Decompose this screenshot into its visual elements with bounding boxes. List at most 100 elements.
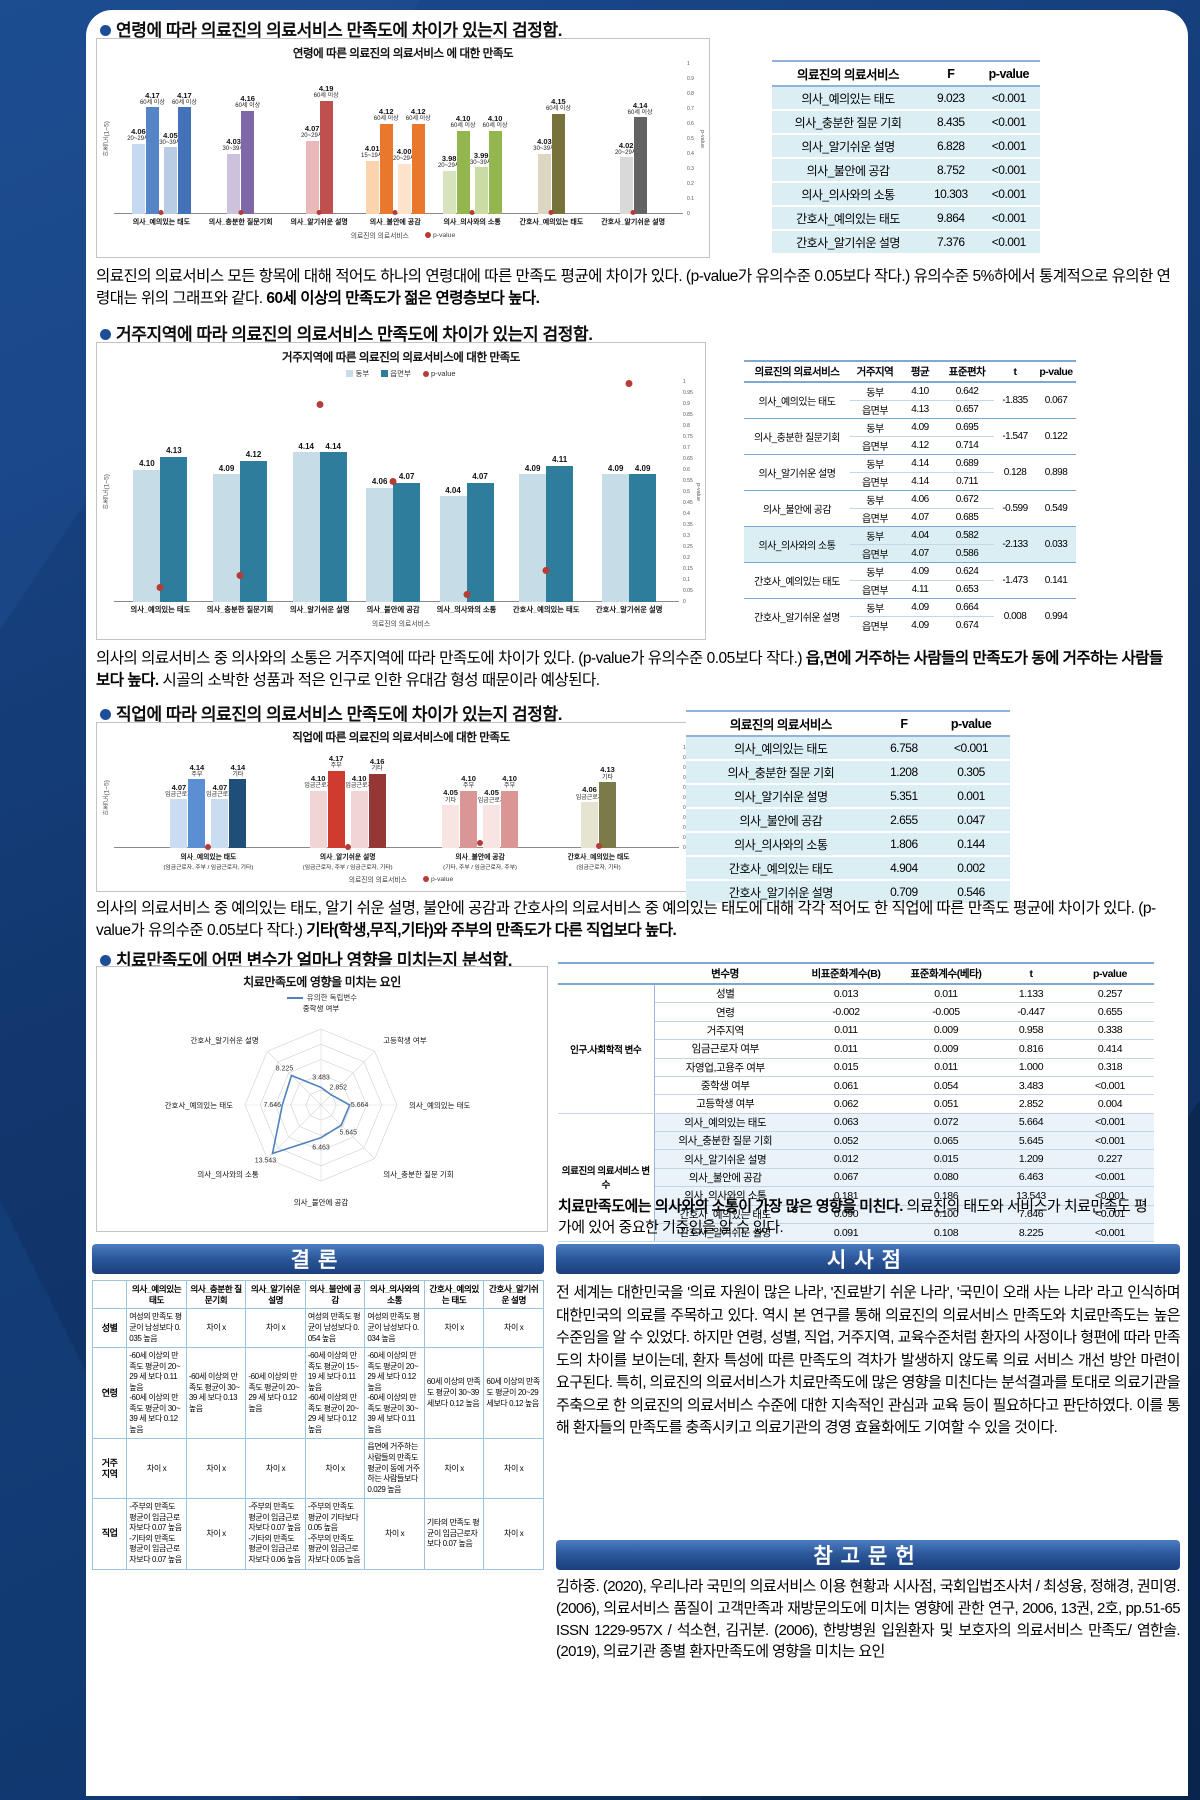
table-row: 의사_의사와의 소통 0.181 0.186 13.543 <0.001: [558, 1186, 1154, 1206]
table-row: 의사_알기쉬운 설명 동부 4.14 0.689 0.128 0.898: [744, 454, 1076, 491]
table-row: 읍면부 4.12 0.714: [744, 437, 1076, 455]
cell: 4.07: [911, 512, 929, 523]
conclusion-matrix: 의사_예의있는 태도 의사_충분한 질문기회 의사_알기쉬운 설명 의사_불안에 공감…: [92, 1280, 544, 1570]
bar-label: 4.10 60세 이상: [451, 114, 476, 130]
cell: 의사_의사와의 소통: [654, 1186, 796, 1206]
bar-value: 4.10: [502, 774, 517, 784]
bar-rect: [350, 790, 368, 848]
bar-group: 4.07 임금근로자 4.14 주부 4.07 임금근로자 4.14 기타 의사_예의있는 태도…: [163, 748, 253, 871]
bar-sublabel: 임금근로자: [304, 783, 332, 790]
bar-value: 4.11: [552, 454, 568, 464]
bar-group: 4.09 4.11 간호사_예의있는 태도: [513, 382, 580, 615]
y-axis-label: 만족도(1~5): [103, 780, 111, 816]
bar-label: 4.06 20~29세: [127, 127, 149, 143]
bar-group: 4.09 4.12 의사_충분한 질문기회: [207, 382, 274, 615]
section-title: 치료만족도에 어떤 변수가 얼마나 영향을 미치는지 분석함.: [116, 951, 513, 970]
bar-value: 4.07: [472, 472, 488, 482]
bar-sublabel: 30~39세: [533, 146, 556, 153]
cell: 의사_알기쉬운 설명: [744, 454, 850, 491]
bar-label: 4.01 15~19세: [361, 144, 384, 160]
bar-group: 4.06 4.07 의사_불안에 공감: [366, 382, 421, 615]
bar: 4.16 기타: [368, 748, 386, 848]
bar-value: 4.14: [189, 762, 205, 772]
bar-value: 4.17: [328, 754, 344, 764]
cell: 동부: [850, 418, 900, 437]
cell: 의사_충분한 질문기회: [744, 418, 850, 455]
cell: 5.645: [996, 1131, 1066, 1151]
radar-value-label: 7.646: [264, 1102, 282, 1109]
cell: 0.695: [940, 418, 994, 437]
bar-sublabel: 15~19세: [361, 153, 384, 160]
axis-tick: 0.3: [687, 166, 694, 172]
x-axis-line: [114, 847, 679, 848]
chart-body: 만족도(1~5) 4.10 4.13 의사_예의있는 태도 4.09 4.12 의사_충분한…: [101, 379, 702, 615]
bar-label: 4.09: [219, 464, 235, 474]
column-header: 표준화계수(베타): [896, 962, 996, 985]
bar-rect: [145, 107, 159, 214]
bar-sublabel: 30~39세: [159, 139, 182, 146]
cell: <0.001: [977, 181, 1040, 207]
table-row: 의사_예의있는 태도 9.023 <0.001: [772, 85, 1040, 111]
radar-value-label: 8.225: [276, 1066, 294, 1073]
table-row: 의사_충분한 질문 기회 1.208 0.305: [686, 759, 1010, 785]
section-header-factors: 치료만족도에 어떤 변수가 얼마나 영향을 미치는지 분석함.: [100, 946, 512, 971]
axis-tick: 0.5: [683, 489, 690, 495]
cell: 0.181: [796, 1186, 896, 1206]
cell: 간호사_예의있는 태도: [686, 855, 876, 881]
bar-rect: [163, 147, 177, 214]
bar-label: 4.12 60세 이상: [406, 107, 431, 123]
implications-banner: 시사점: [556, 1244, 1180, 1274]
y-axis-label: 만족도(1~5): [103, 121, 111, 157]
x-tick-sublabel: (임금근로자, 주부 / 임금근로자, 기타): [302, 865, 393, 871]
table-row: 의사_충분한 질문기회 동부 4.09 0.695 -1.547 0.122: [744, 418, 1076, 455]
cell: 6.758: [875, 735, 933, 761]
cell: 0.072: [896, 1113, 996, 1133]
bar: 4.12 60세 이상: [406, 64, 431, 214]
table-row: 간호사_예의있는 태도 0.090 0.100 7.646 <0.001: [558, 1205, 1154, 1224]
radar-spoke: [267, 1104, 322, 1159]
text-run: 읍,면에 거주하는 사람들의 만족도가 동에 거주하는 사람들보다 높다.: [96, 650, 1163, 689]
cell: 읍면에 거주하는 사람들의 만족도 평균이 동에 거주하는 사람들보다 0.02…: [364, 1438, 425, 1500]
cell: 간호사_예의있는 태도: [772, 205, 925, 231]
table-row: 의사_불안에 공감 8.752 <0.001: [772, 157, 1040, 183]
table-row: 인구.사회학적 변수 성별 0.013 0.011 1.133 0.257: [558, 984, 1154, 1114]
cell: 여성의 만족도 평균이 남성보다 0.054 높음: [304, 1308, 366, 1349]
x-tick-label: 의사_의사와의 소통: [436, 605, 497, 614]
cell: 0.582: [940, 526, 994, 545]
cell: 의사_의사와의 소통: [686, 831, 876, 857]
bar-sublabel: 60세 이상: [171, 99, 197, 106]
bar-value: 4.03: [537, 137, 552, 147]
bar: 4.14: [292, 382, 320, 602]
bar-sublabel: 임금근로자: [206, 791, 234, 798]
cell: 4.904: [875, 855, 933, 881]
legend-swatch: [422, 370, 429, 377]
cell: 0.080: [896, 1168, 996, 1188]
cell: 중학생 여부: [654, 1076, 796, 1096]
axis-tick: 0.1: [687, 196, 694, 202]
bar-rect: [327, 770, 345, 848]
x-tick-label: 의사_예의있는 태도: [130, 605, 191, 614]
bar-sublabel: 임금근로자: [165, 791, 193, 798]
bar-value: 4.09: [634, 463, 651, 473]
bar-sublabel: 20~29세: [437, 163, 461, 170]
section-title: 거주지역에 따라 의료진의 의료서비스 만족도에 차이가 있는지 검정함.: [116, 325, 593, 344]
secondary-axis: 0 0.05 0.1 0.15 0.2 0.25 0.3 0.35 0.4 0.45 0.5 0.55…: [679, 379, 701, 605]
bar-label: 4.17 주부: [328, 754, 344, 770]
bar-value: 4.13: [600, 765, 615, 775]
p-value-dot: [595, 843, 602, 849]
bar-label: 4.14 주부: [189, 762, 205, 779]
bar: 4.04: [439, 382, 467, 602]
cell: 60세 이상의 만족도 평균이 30~39 세보다 0.12 높음: [423, 1347, 485, 1440]
legend-item: 동부: [346, 368, 369, 379]
cell: <0.001: [977, 157, 1040, 183]
bar-group: 4.07 20~29세 4.19 60세 이상 의사_알기쉬운 설명: [290, 64, 347, 227]
p-value-dot: [542, 567, 550, 575]
bar: 4.05 기타: [442, 748, 460, 848]
bars: 4.02 20~29세 4.14 60세 이상: [615, 64, 653, 215]
cell: 의사_충분한 질문 기회: [686, 759, 876, 785]
cell: 의사_불안에 공감: [744, 490, 850, 527]
cell: 간호사_알기쉬운 설명: [686, 879, 876, 905]
table-row: 간호사_예의있는 태도 4.904 0.002: [686, 855, 1010, 881]
x-tick-label: 의사_알기쉬운 설명: [290, 219, 348, 226]
